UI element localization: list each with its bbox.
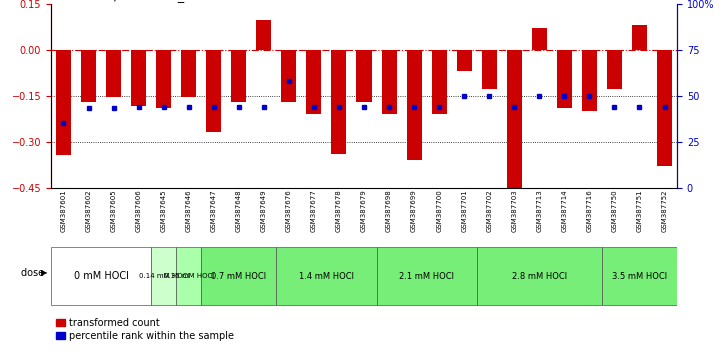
Text: GDS3670 / 1442808_at: GDS3670 / 1442808_at	[51, 0, 197, 2]
Bar	[507, 50, 522, 188]
Bar	[106, 50, 121, 97]
Bar	[557, 50, 572, 108]
Bar	[56, 50, 71, 155]
Text: 0.7 mM HOCl: 0.7 mM HOCl	[211, 272, 266, 281]
Text: 0 mM HOCl: 0 mM HOCl	[74, 271, 128, 281]
Bar	[151, 247, 176, 305]
Bar	[477, 247, 602, 305]
Text: dose: dose	[21, 268, 47, 278]
Bar	[281, 50, 296, 102]
Bar	[181, 50, 197, 97]
Bar	[206, 50, 221, 132]
Bar	[357, 50, 371, 102]
Bar	[131, 50, 146, 106]
Bar	[406, 50, 422, 160]
Bar	[531, 28, 547, 50]
Text: 1.4 mM HOCl: 1.4 mM HOCl	[299, 272, 354, 281]
Text: 2.1 mM HOCl: 2.1 mM HOCl	[399, 272, 454, 281]
Bar	[607, 50, 622, 90]
Bar	[331, 50, 347, 154]
Text: 3.5 mM HOCl: 3.5 mM HOCl	[612, 272, 667, 281]
Bar	[156, 50, 171, 108]
Bar	[256, 21, 272, 50]
Text: 0.14 mM HOCl: 0.14 mM HOCl	[138, 273, 189, 279]
Bar	[176, 247, 201, 305]
Bar	[432, 50, 447, 114]
Bar	[201, 247, 277, 305]
Bar	[456, 50, 472, 71]
Bar	[482, 50, 496, 90]
Bar	[602, 247, 677, 305]
Text: 2.8 mM HOCl: 2.8 mM HOCl	[512, 272, 567, 281]
Bar	[51, 247, 151, 305]
Legend: transformed count, percentile rank within the sample: transformed count, percentile rank withi…	[56, 318, 234, 341]
Bar	[657, 50, 672, 166]
Bar	[232, 50, 246, 102]
Bar	[632, 25, 647, 50]
Bar	[582, 50, 597, 111]
Text: ▶: ▶	[41, 268, 47, 278]
Bar	[306, 50, 322, 114]
Bar	[277, 247, 376, 305]
Bar	[376, 247, 477, 305]
Text: 0.35 mM HOCl: 0.35 mM HOCl	[164, 273, 214, 279]
Bar	[81, 50, 96, 102]
Bar	[381, 50, 397, 114]
